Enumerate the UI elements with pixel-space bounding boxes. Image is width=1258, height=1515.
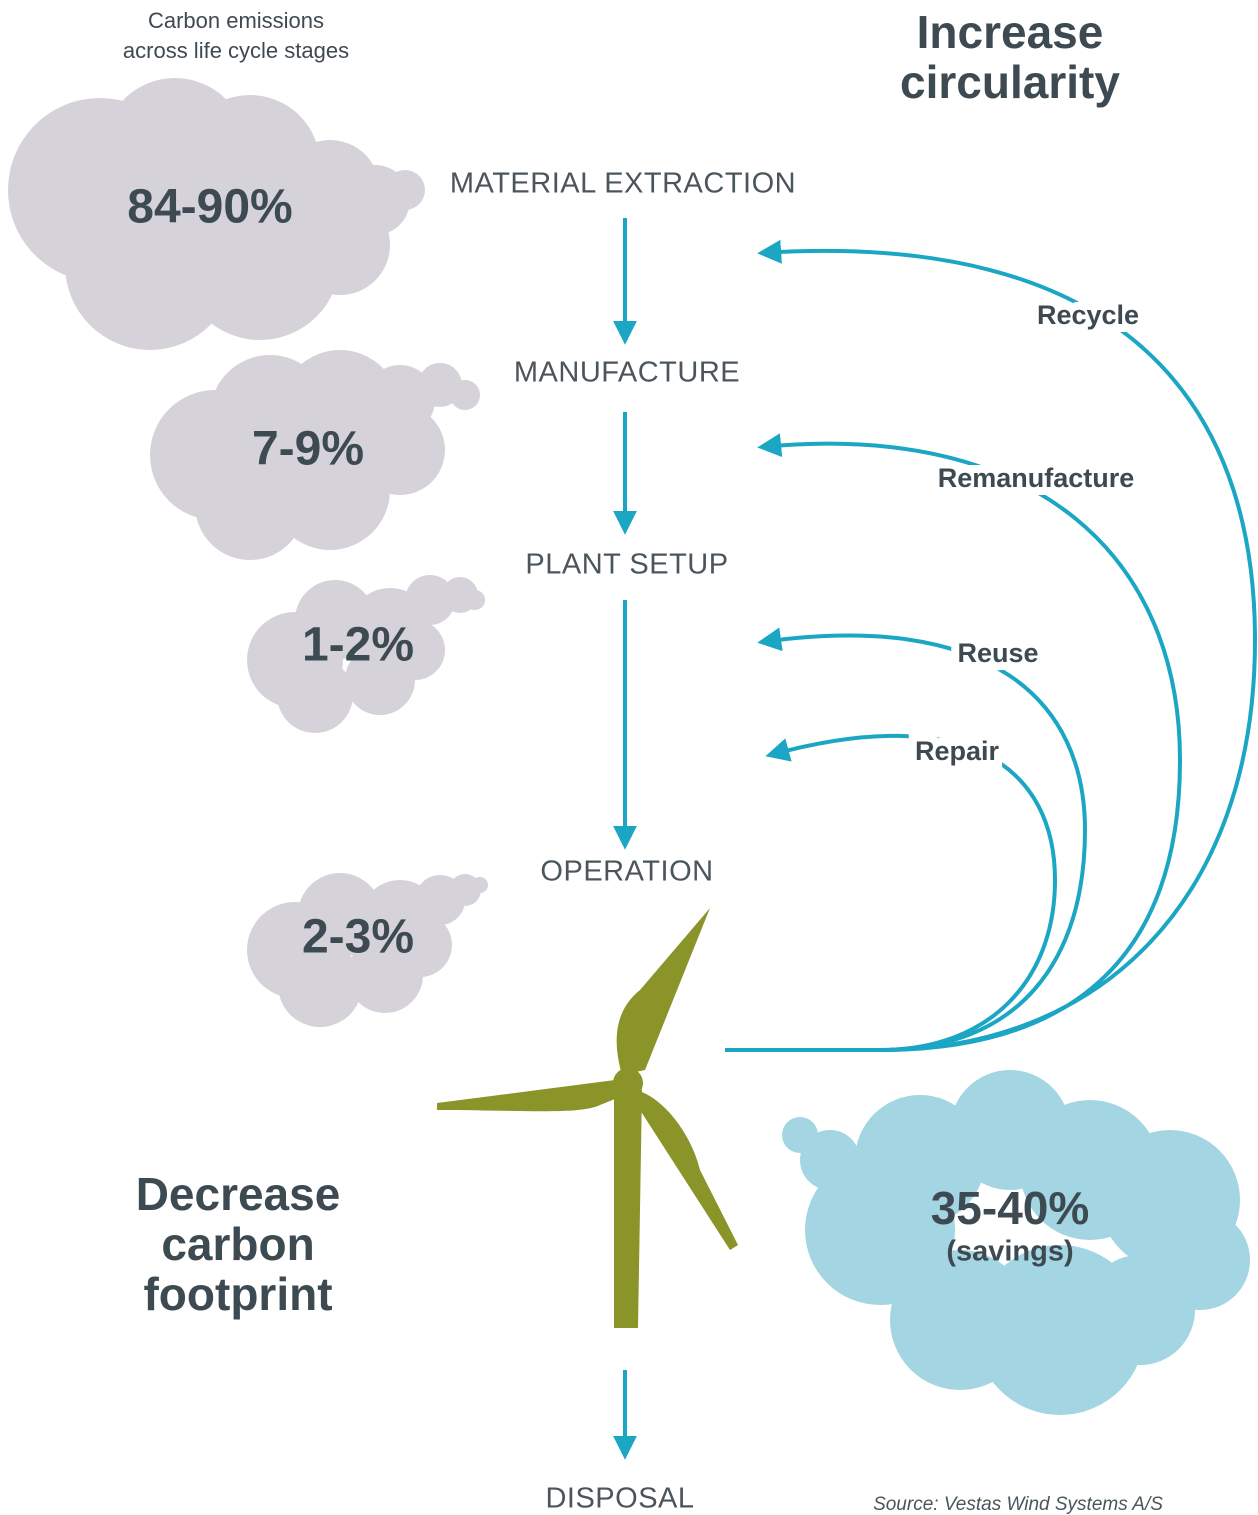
caption: Carbon emissions bbox=[148, 8, 324, 33]
savings-value: 35-40% bbox=[931, 1182, 1090, 1234]
cloud bbox=[247, 873, 488, 1027]
goal: carbon bbox=[161, 1218, 314, 1270]
goal: Decrease bbox=[136, 1168, 341, 1220]
stage-label: PLANT SETUP bbox=[525, 549, 728, 581]
emissions-value: 7-9% bbox=[252, 423, 364, 476]
emissions-value: 2-3% bbox=[302, 911, 414, 964]
savings-cloud bbox=[782, 1070, 1250, 1415]
loop-label: Remanufacture bbox=[938, 463, 1135, 493]
title: circularity bbox=[900, 56, 1120, 108]
savings-note: (savings) bbox=[946, 1236, 1073, 1268]
stage-label: MATERIAL EXTRACTION bbox=[450, 168, 796, 200]
cloud bbox=[150, 350, 480, 560]
caption: across life cycle stages bbox=[123, 38, 349, 63]
loop-label: Recycle bbox=[1037, 300, 1139, 330]
emissions-value: 1-2% bbox=[302, 619, 414, 672]
stage-label: OPERATION bbox=[540, 856, 713, 888]
stage-label: MANUFACTURE bbox=[514, 357, 740, 389]
loop-label: Reuse bbox=[957, 638, 1038, 668]
loop-arrows bbox=[725, 239, 1258, 1052]
cloud bbox=[247, 575, 485, 733]
stage-label: DISPOSAL bbox=[545, 1483, 694, 1515]
source: Source: Vestas Wind Systems A/S bbox=[873, 1494, 1163, 1515]
wind-turbine bbox=[437, 908, 738, 1328]
emissions-value: 84-90% bbox=[127, 181, 292, 234]
loop-label: Repair bbox=[915, 736, 1000, 766]
cloud bbox=[8, 78, 425, 350]
goal: footprint bbox=[143, 1268, 332, 1320]
title: Increase bbox=[917, 6, 1104, 58]
